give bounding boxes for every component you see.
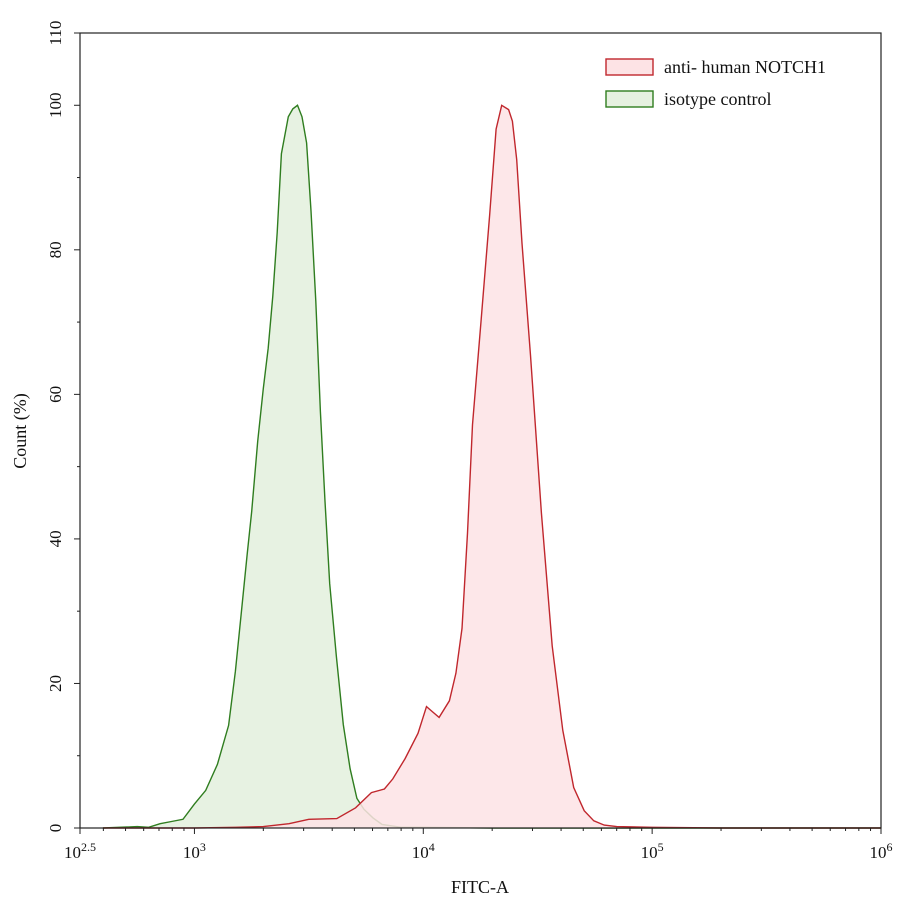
anti-human-notch1-area <box>102 105 881 829</box>
y-tick-label: 40 <box>46 530 65 547</box>
y-tick-label: 110 <box>46 21 65 46</box>
x-tick-label: 105 <box>641 840 664 862</box>
isotype-control-area <box>102 105 881 829</box>
legend-label: isotype control <box>664 89 771 109</box>
y-tick-label: 20 <box>46 675 65 692</box>
x-axis: 102.5 103 104 105 106 <box>64 828 893 862</box>
y-tick-label: 100 <box>46 93 65 119</box>
x-axis-title: FITC-A <box>451 877 509 897</box>
y-tick-label: 80 <box>46 241 65 258</box>
series-layer <box>102 104 881 829</box>
y-tick-label: 60 <box>46 386 65 403</box>
anti-human-notch1-line <box>102 104 881 829</box>
legend-swatch <box>605 58 654 76</box>
y-axis: 0 20 40 60 80 100 110 <box>46 21 80 833</box>
x-tick-label: 102.5 <box>64 840 96 862</box>
legend: anti- human NOTCH1 isotype control <box>605 57 826 109</box>
x-tick-label: 104 <box>412 840 435 862</box>
legend-label: anti- human NOTCH1 <box>664 57 826 77</box>
y-tick-label: 0 <box>46 824 65 833</box>
y-axis-title: Count (%) <box>10 393 31 469</box>
x-tick-label: 106 <box>870 840 893 862</box>
plot-frame <box>79 32 882 829</box>
x-tick-label: 103 <box>183 840 206 862</box>
legend-swatch <box>605 90 654 108</box>
